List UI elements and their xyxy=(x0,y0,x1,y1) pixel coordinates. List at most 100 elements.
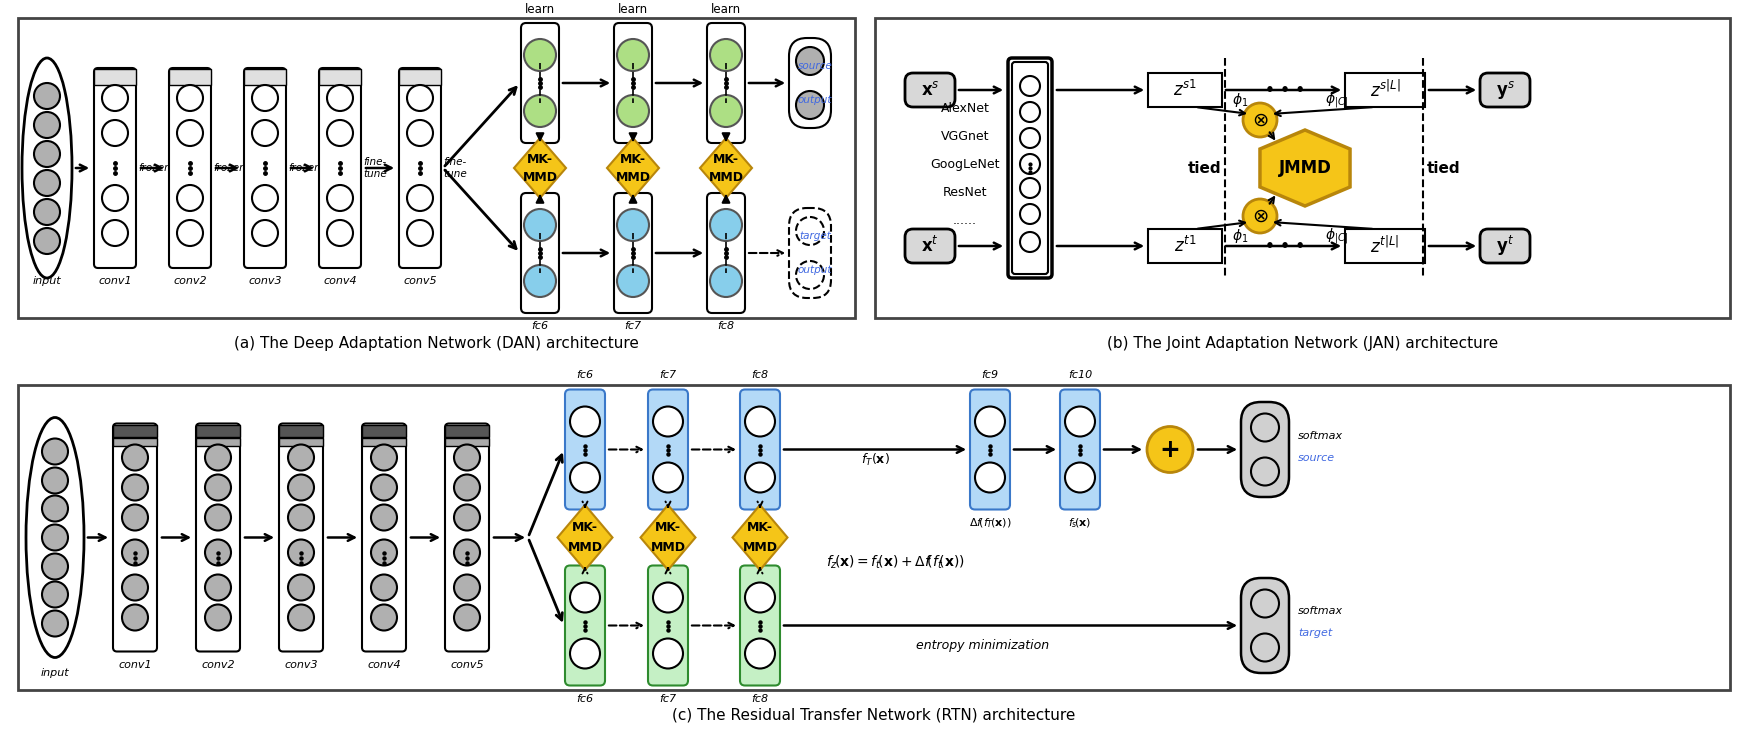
Text: $f_z\!\left(\mathbf{x}\right)=f_t\!\left(\mathbf{x}\right)+\Delta f\!\left(f_t\!: $f_z\!\left(\mathbf{x}\right)=f_t\!\left… xyxy=(825,554,964,571)
Text: fc8: fc8 xyxy=(752,693,769,704)
Text: target: target xyxy=(1298,628,1332,639)
Circle shape xyxy=(745,406,774,437)
Text: $z^{s|L|}$: $z^{s|L|}$ xyxy=(1369,79,1400,100)
Circle shape xyxy=(453,504,480,530)
Circle shape xyxy=(523,209,556,241)
FancyBboxPatch shape xyxy=(706,23,745,143)
Text: conv5: conv5 xyxy=(403,276,436,286)
FancyBboxPatch shape xyxy=(195,423,241,652)
Text: input: input xyxy=(40,667,70,678)
Polygon shape xyxy=(640,505,696,570)
Text: conv1: conv1 xyxy=(119,660,152,669)
FancyBboxPatch shape xyxy=(905,73,956,107)
Circle shape xyxy=(122,474,148,500)
Bar xyxy=(445,438,488,446)
Bar xyxy=(113,425,157,437)
Text: ResNet: ResNet xyxy=(944,186,987,198)
Circle shape xyxy=(33,199,59,225)
Circle shape xyxy=(652,406,684,437)
Circle shape xyxy=(652,639,684,669)
Text: conv4: conv4 xyxy=(368,660,401,669)
Text: MK-: MK- xyxy=(746,521,773,534)
Text: fc7: fc7 xyxy=(624,321,642,331)
Circle shape xyxy=(1066,462,1095,492)
Circle shape xyxy=(453,574,480,601)
Text: learn: learn xyxy=(525,2,555,16)
Text: MMD: MMD xyxy=(743,541,778,554)
Text: fc6: fc6 xyxy=(577,693,593,704)
Circle shape xyxy=(975,406,1005,437)
FancyBboxPatch shape xyxy=(905,229,956,263)
Bar xyxy=(1345,73,1425,107)
FancyBboxPatch shape xyxy=(565,390,605,509)
Circle shape xyxy=(371,539,398,565)
Text: conv1: conv1 xyxy=(98,276,133,286)
Circle shape xyxy=(1020,204,1039,224)
Text: output: output xyxy=(797,265,832,275)
Bar xyxy=(17,18,855,318)
FancyBboxPatch shape xyxy=(649,565,687,685)
Circle shape xyxy=(328,220,352,246)
Polygon shape xyxy=(514,138,567,198)
Circle shape xyxy=(42,524,68,551)
FancyBboxPatch shape xyxy=(970,390,1010,509)
Circle shape xyxy=(1020,232,1039,252)
FancyBboxPatch shape xyxy=(1008,58,1052,278)
Circle shape xyxy=(1020,128,1039,148)
Circle shape xyxy=(710,209,741,241)
FancyBboxPatch shape xyxy=(739,390,780,509)
Circle shape xyxy=(328,85,352,111)
Bar xyxy=(363,438,406,446)
Text: learn: learn xyxy=(617,2,649,16)
FancyBboxPatch shape xyxy=(521,193,560,313)
Polygon shape xyxy=(558,505,612,570)
Text: $\mathbf{y}^s$: $\mathbf{y}^s$ xyxy=(1496,79,1514,101)
Circle shape xyxy=(406,220,433,246)
Text: (c) The Residual Transfer Network (RTN) architecture: (c) The Residual Transfer Network (RTN) … xyxy=(673,708,1076,723)
Circle shape xyxy=(371,504,398,530)
Bar xyxy=(363,425,406,437)
Circle shape xyxy=(122,539,148,565)
Circle shape xyxy=(795,217,823,245)
FancyBboxPatch shape xyxy=(1242,402,1289,497)
FancyBboxPatch shape xyxy=(94,68,136,268)
FancyBboxPatch shape xyxy=(614,23,652,143)
Circle shape xyxy=(523,39,556,71)
FancyBboxPatch shape xyxy=(788,38,830,128)
Text: +: + xyxy=(1160,438,1181,462)
Text: ......: ...... xyxy=(952,213,977,227)
Text: $\phi_1$: $\phi_1$ xyxy=(1231,227,1249,245)
Text: conv5: conv5 xyxy=(450,660,483,669)
Ellipse shape xyxy=(23,58,72,278)
Text: $f_T\left(\mathbf{x}\right)$: $f_T\left(\mathbf{x}\right)$ xyxy=(656,517,680,530)
Text: $\phi_1$: $\phi_1$ xyxy=(1231,91,1249,109)
Ellipse shape xyxy=(26,417,84,657)
Bar xyxy=(94,69,136,85)
Text: AlexNet: AlexNet xyxy=(940,102,989,114)
Circle shape xyxy=(652,583,684,613)
Circle shape xyxy=(795,47,823,75)
Text: $z^{t|L|}$: $z^{t|L|}$ xyxy=(1371,236,1399,257)
Text: $f_T\!\left(\mathbf{x}\right)$: $f_T\!\left(\mathbf{x}\right)$ xyxy=(574,544,596,557)
Text: (a) The Deep Adaptation Network (DAN) architecture: (a) The Deep Adaptation Network (DAN) ar… xyxy=(234,336,638,351)
Circle shape xyxy=(617,39,649,71)
Circle shape xyxy=(206,444,230,470)
Text: softmax: softmax xyxy=(1298,607,1343,616)
Text: frozen: frozen xyxy=(138,163,171,173)
Circle shape xyxy=(710,265,741,297)
Circle shape xyxy=(617,95,649,127)
Circle shape xyxy=(176,120,202,146)
Circle shape xyxy=(288,474,314,500)
Text: MMD: MMD xyxy=(567,541,602,554)
Bar xyxy=(319,69,361,85)
Text: fc6: fc6 xyxy=(532,321,549,331)
Circle shape xyxy=(288,504,314,530)
Text: $f_T\left(\mathbf{x}\right)$: $f_T\left(\mathbf{x}\right)$ xyxy=(746,517,773,530)
Text: fine-
tune: fine- tune xyxy=(363,157,387,179)
FancyBboxPatch shape xyxy=(1012,62,1048,274)
Text: fc6: fc6 xyxy=(577,370,593,379)
Circle shape xyxy=(1020,154,1039,174)
Circle shape xyxy=(570,462,600,492)
Circle shape xyxy=(33,112,59,138)
Bar xyxy=(1148,73,1223,107)
